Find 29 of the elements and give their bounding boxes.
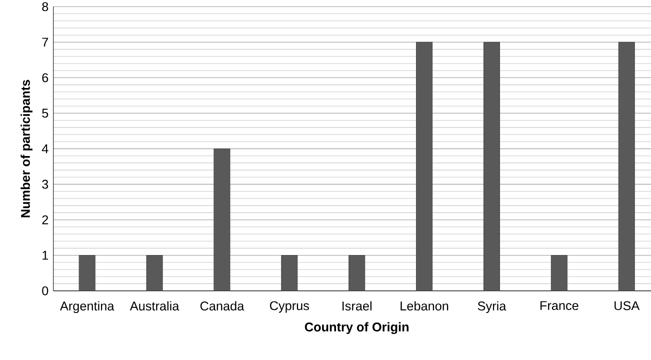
x-tick-label: Cyprus	[270, 301, 310, 313]
y-tick-label: 2	[42, 215, 48, 224]
bar	[146, 254, 163, 291]
bar	[416, 42, 433, 291]
x-tick-label: France	[540, 301, 578, 310]
x-tick-label: Lebanon	[400, 301, 448, 310]
x-axis-title: Country of Origin	[304, 322, 409, 334]
x-tick-label: Canada	[200, 301, 244, 310]
x-tick-label: USA	[614, 301, 640, 310]
y-tick-label: 8	[42, 2, 48, 12]
bar	[618, 42, 635, 291]
y-tick-label: 6	[42, 73, 48, 82]
y-tick-label: 4	[42, 144, 48, 154]
x-tick-label: Argentina	[60, 301, 114, 313]
y-tick-label: 5	[42, 108, 48, 118]
y-tick-label: 0	[42, 286, 48, 296]
bar	[78, 254, 96, 291]
x-tick-label: Australia	[130, 301, 180, 310]
bar	[348, 254, 366, 291]
y-tick-label: 1	[42, 250, 48, 260]
y-axis-title: Number of participants	[20, 80, 32, 218]
y-tick-label: 3	[42, 180, 48, 189]
y-tick-label: 7	[42, 38, 48, 46]
bar	[483, 42, 500, 291]
bar	[550, 254, 568, 291]
bar	[214, 148, 230, 291]
x-tick-label: Syria	[478, 301, 506, 313]
bar	[281, 254, 298, 291]
x-tick-label: Israel	[342, 301, 372, 310]
